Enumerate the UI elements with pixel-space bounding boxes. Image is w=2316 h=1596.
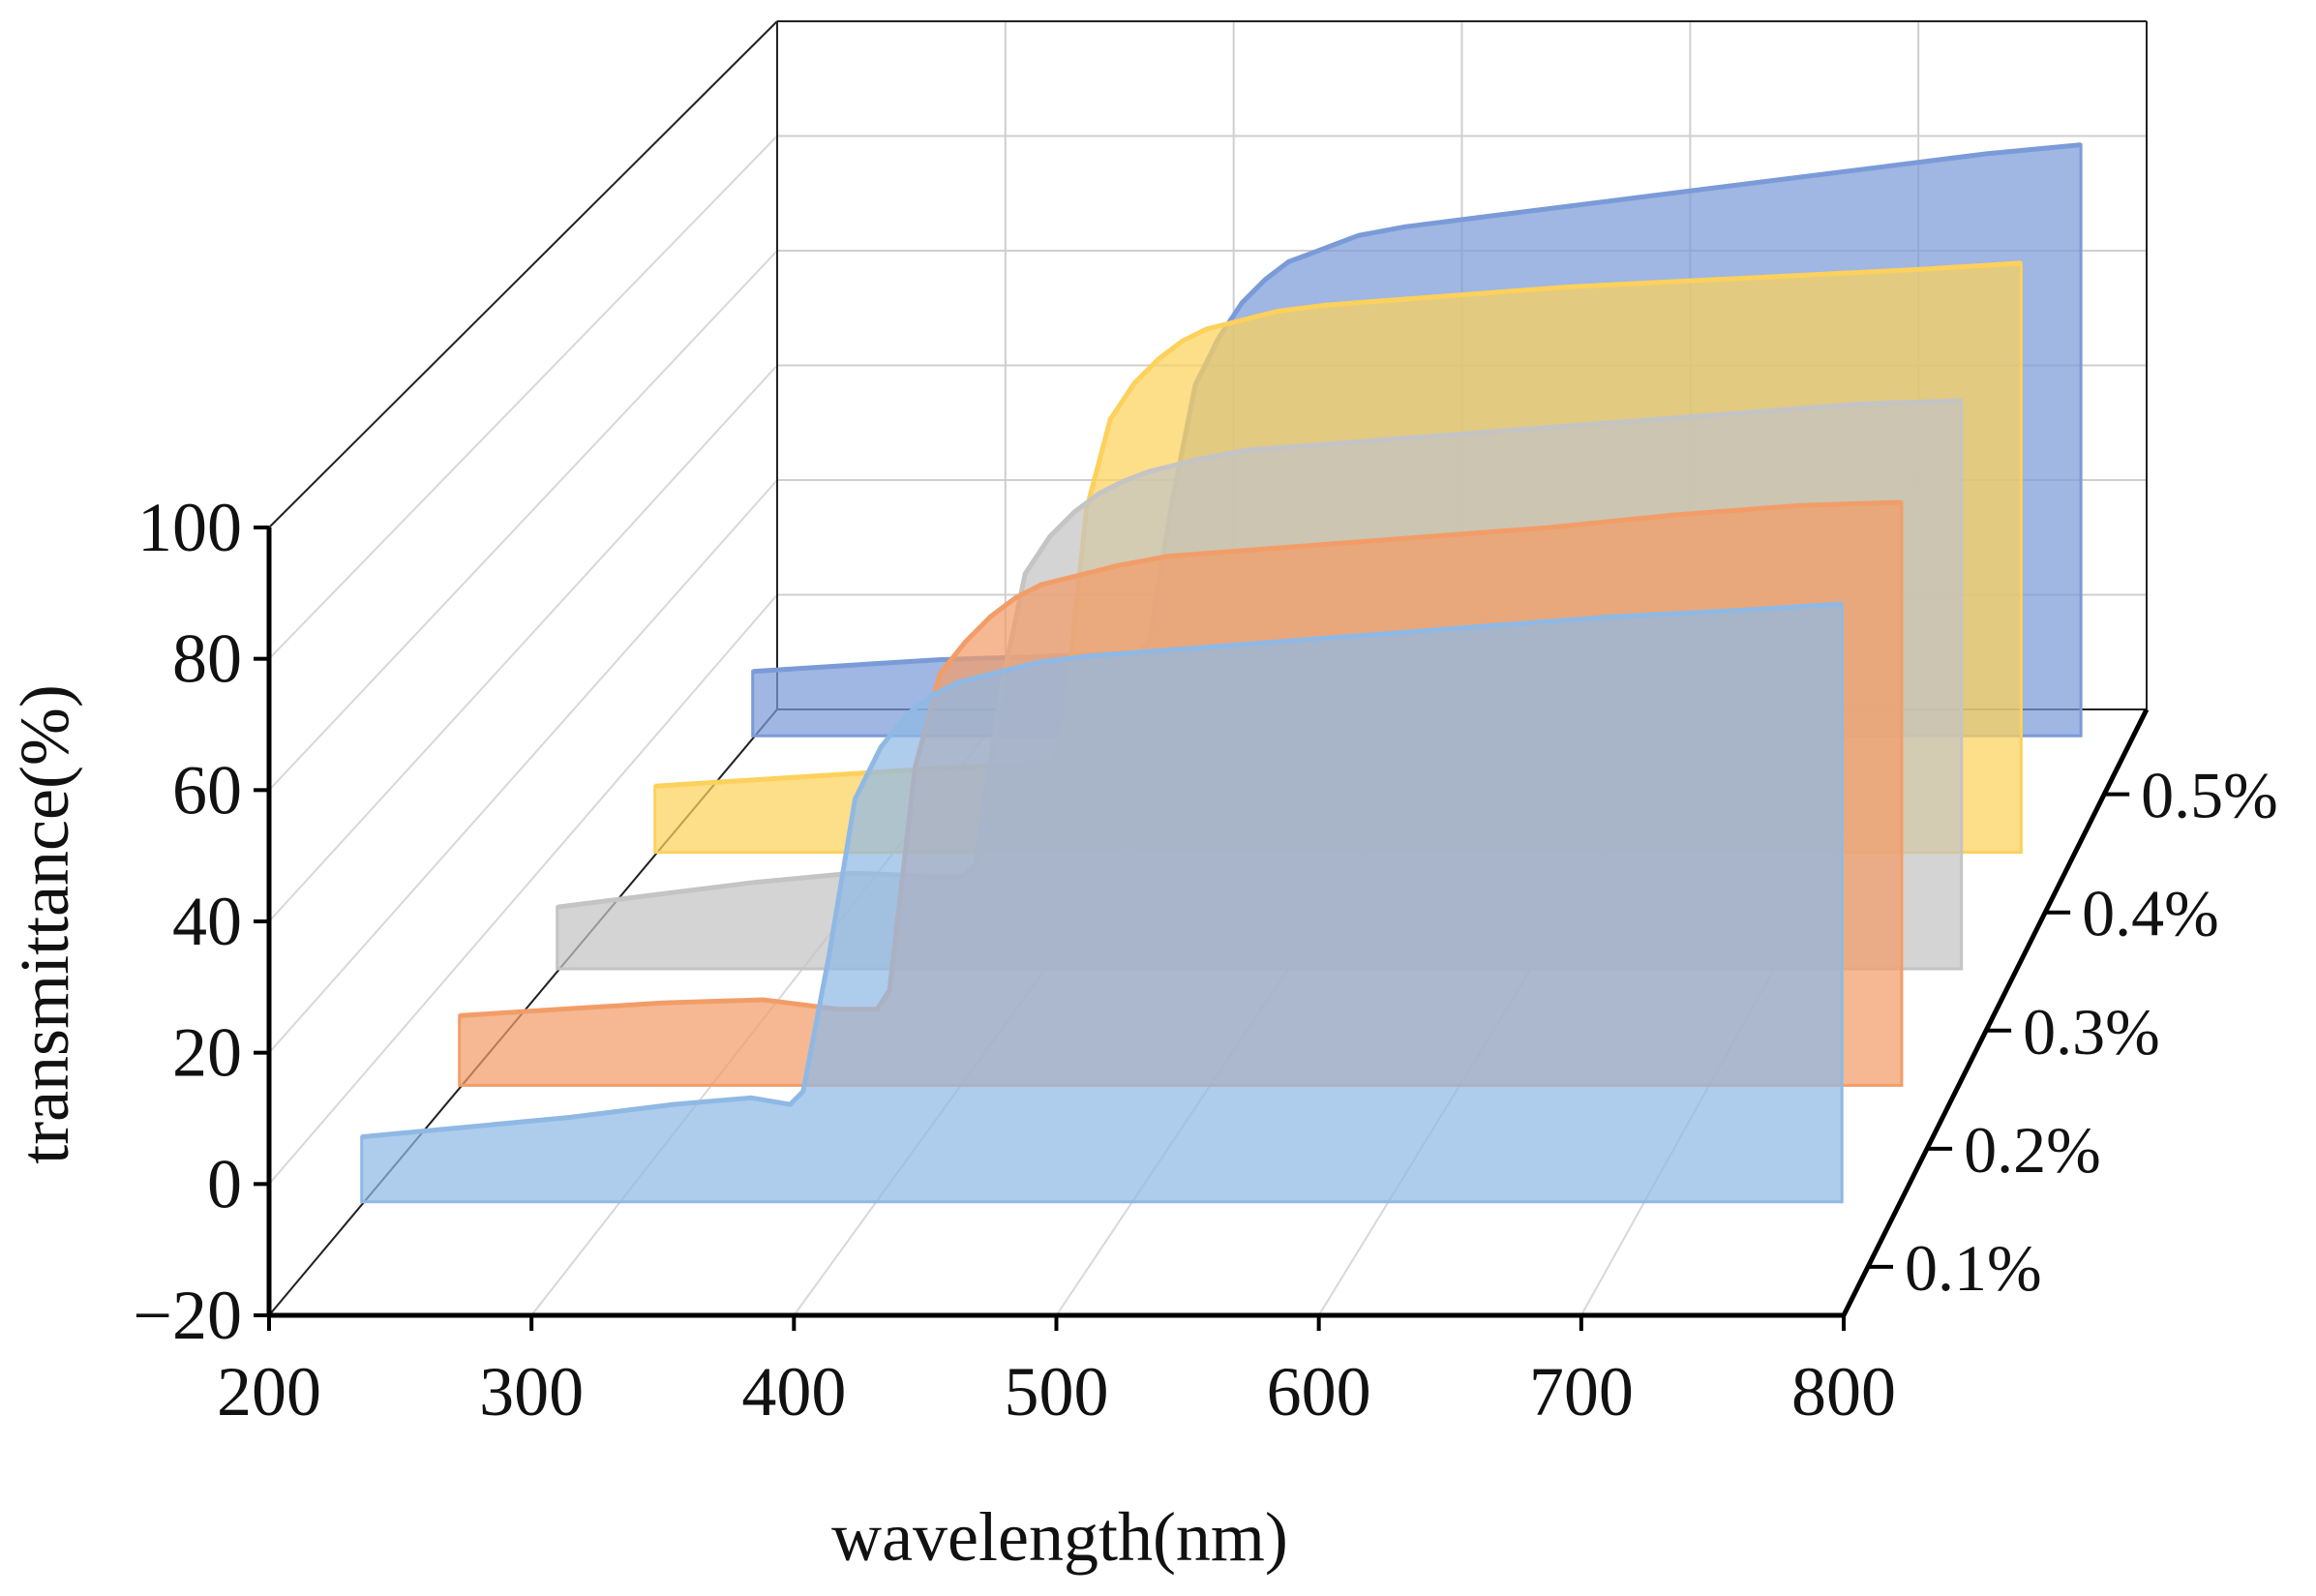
box-edge (268, 20, 778, 528)
y-tick-label: 80 (172, 620, 242, 698)
x-tick-label: 200 (217, 1353, 321, 1430)
x-axis-title: wavelength(nm) (831, 1498, 1288, 1576)
x-tick-label: 700 (1529, 1353, 1634, 1430)
depth-tick-label: 0.2% (1964, 1113, 2101, 1187)
depth-tick-label: 0.3% (2023, 995, 2160, 1069)
x-tick-label: 600 (1267, 1353, 1371, 1430)
y-tick-label: 20 (172, 1014, 242, 1092)
x-tick-label: 800 (1791, 1353, 1896, 1430)
x-tick-label: 300 (479, 1353, 584, 1430)
y-tick-label: −20 (133, 1277, 242, 1354)
y-tick-label: 0 (207, 1145, 242, 1222)
x-tick-label: 400 (741, 1353, 846, 1430)
axis-layer: 200 300 400 500 600 700 800 −20 0 20 40 60 80 100 0.1%… (133, 489, 2277, 1430)
left-wall-gridline (268, 364, 778, 922)
depth-tick-label: 0.5% (2141, 759, 2278, 832)
y-tick-label: 100 (137, 489, 242, 566)
y-tick-label: 60 (172, 751, 242, 828)
y-tick-label: 40 (172, 883, 242, 960)
left-wall-gridline (268, 135, 778, 660)
depth-tick-label: 0.4% (2082, 877, 2219, 950)
left-wall-gridline (268, 593, 778, 1185)
left-wall-gridline (268, 479, 778, 1054)
x-tick-label: 500 (1005, 1353, 1109, 1430)
series-line-0.1% (361, 601, 1843, 1140)
series-layer (360, 142, 2083, 1204)
depth-axis-line (1841, 708, 2150, 1317)
depth-tick-label: 0.1% (1905, 1231, 2042, 1305)
left-wall-gridline (268, 250, 778, 792)
series-line-0.2% (459, 499, 1902, 1018)
y-axis-title: transmittance(%) (6, 684, 83, 1164)
